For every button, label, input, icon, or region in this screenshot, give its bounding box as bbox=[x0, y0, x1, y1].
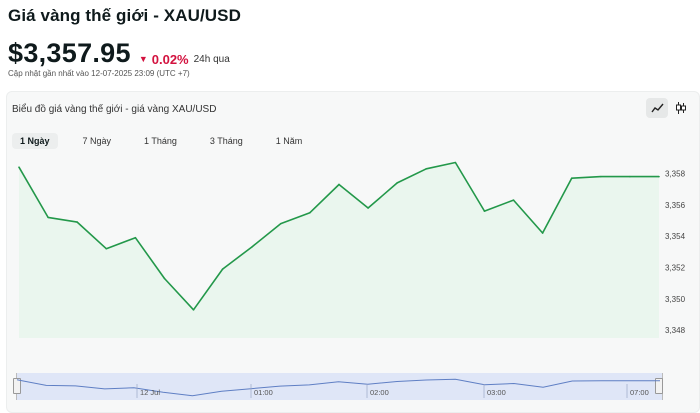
data-point bbox=[483, 210, 486, 212]
chart-navigator[interactable] bbox=[16, 373, 663, 400]
chart-title: Biểu đồ giá vàng thế giới - giá vàng XAU… bbox=[12, 104, 217, 115]
navigator-label: 12 Jul bbox=[140, 388, 160, 397]
data-point bbox=[192, 309, 195, 311]
page-title: Giá vàng thế giới - XAU/USD bbox=[8, 6, 241, 25]
current-price: $3,357.95 bbox=[8, 38, 131, 68]
candlestick-icon bbox=[676, 102, 686, 114]
line-chart-icon bbox=[650, 103, 664, 113]
navigator-label: 02:00 bbox=[370, 388, 389, 397]
data-point bbox=[512, 199, 515, 201]
last-updated: Cập nhật gần nhất vào 12-07-2025 23:09 (… bbox=[8, 69, 190, 78]
line-chart-button[interactable] bbox=[646, 98, 668, 118]
navigator-label: 03:00 bbox=[487, 388, 506, 397]
data-point bbox=[338, 183, 340, 186]
y-tick-label: 3,352 bbox=[665, 264, 686, 273]
data-point bbox=[541, 232, 544, 234]
data-point bbox=[570, 177, 573, 179]
data-point bbox=[280, 222, 282, 225]
data-point bbox=[367, 207, 369, 209]
navigator-line bbox=[16, 378, 660, 397]
tab-1-month[interactable]: 1 Tháng bbox=[144, 136, 177, 146]
tab-7-days[interactable]: 7 Ngày bbox=[82, 136, 112, 146]
y-tick-label: 3,356 bbox=[665, 201, 686, 210]
y-tick-label: 3,350 bbox=[665, 295, 686, 304]
price-row: $3,357.95 ▼ 0.02% 24h qua bbox=[8, 38, 230, 69]
data-point bbox=[425, 168, 428, 170]
tab-1-day[interactable]: 1 Ngày bbox=[12, 133, 58, 149]
data-point bbox=[629, 175, 631, 178]
candlestick-button[interactable] bbox=[670, 98, 692, 118]
price-area bbox=[19, 162, 659, 338]
tab-3-months[interactable]: 3 Tháng bbox=[209, 136, 243, 146]
data-point bbox=[658, 175, 660, 178]
y-tick-label: 3,348 bbox=[665, 326, 686, 335]
down-arrow-icon: ▼ bbox=[138, 54, 148, 64]
navigator-right-handle[interactable] bbox=[655, 378, 663, 394]
data-point bbox=[309, 211, 311, 214]
change-period: 24h qua bbox=[193, 54, 230, 65]
data-point bbox=[250, 246, 253, 248]
navigator-left-handle[interactable] bbox=[13, 378, 21, 394]
data-point bbox=[105, 247, 108, 250]
data-point bbox=[18, 166, 20, 169]
y-tick-label: 3,354 bbox=[665, 232, 686, 241]
data-point bbox=[134, 236, 137, 239]
tab-1-year[interactable]: 1 Năm bbox=[275, 136, 303, 146]
range-tabs: 1 Ngày 7 Ngày 1 Tháng 3 Tháng 1 Năm bbox=[12, 133, 327, 149]
chart-type-toggle bbox=[644, 98, 692, 118]
y-tick-label: 3,358 bbox=[665, 170, 686, 179]
data-point bbox=[454, 161, 457, 164]
price-change-percent: 0.02% bbox=[151, 51, 189, 67]
navigator-label: 07:00 bbox=[630, 388, 649, 397]
data-point bbox=[221, 268, 224, 270]
data-point bbox=[163, 277, 166, 280]
data-point bbox=[396, 182, 398, 184]
price-change: ▼ 0.02% bbox=[139, 52, 189, 67]
navigator-label: 01:00 bbox=[254, 388, 273, 397]
data-point bbox=[47, 216, 49, 219]
data-point bbox=[76, 221, 78, 223]
data-point bbox=[600, 175, 602, 178]
price-chart: 3,358 3,356 3,354 3,352 3,350 3,348 12 Jul 01:0… bbox=[16, 161, 686, 398]
